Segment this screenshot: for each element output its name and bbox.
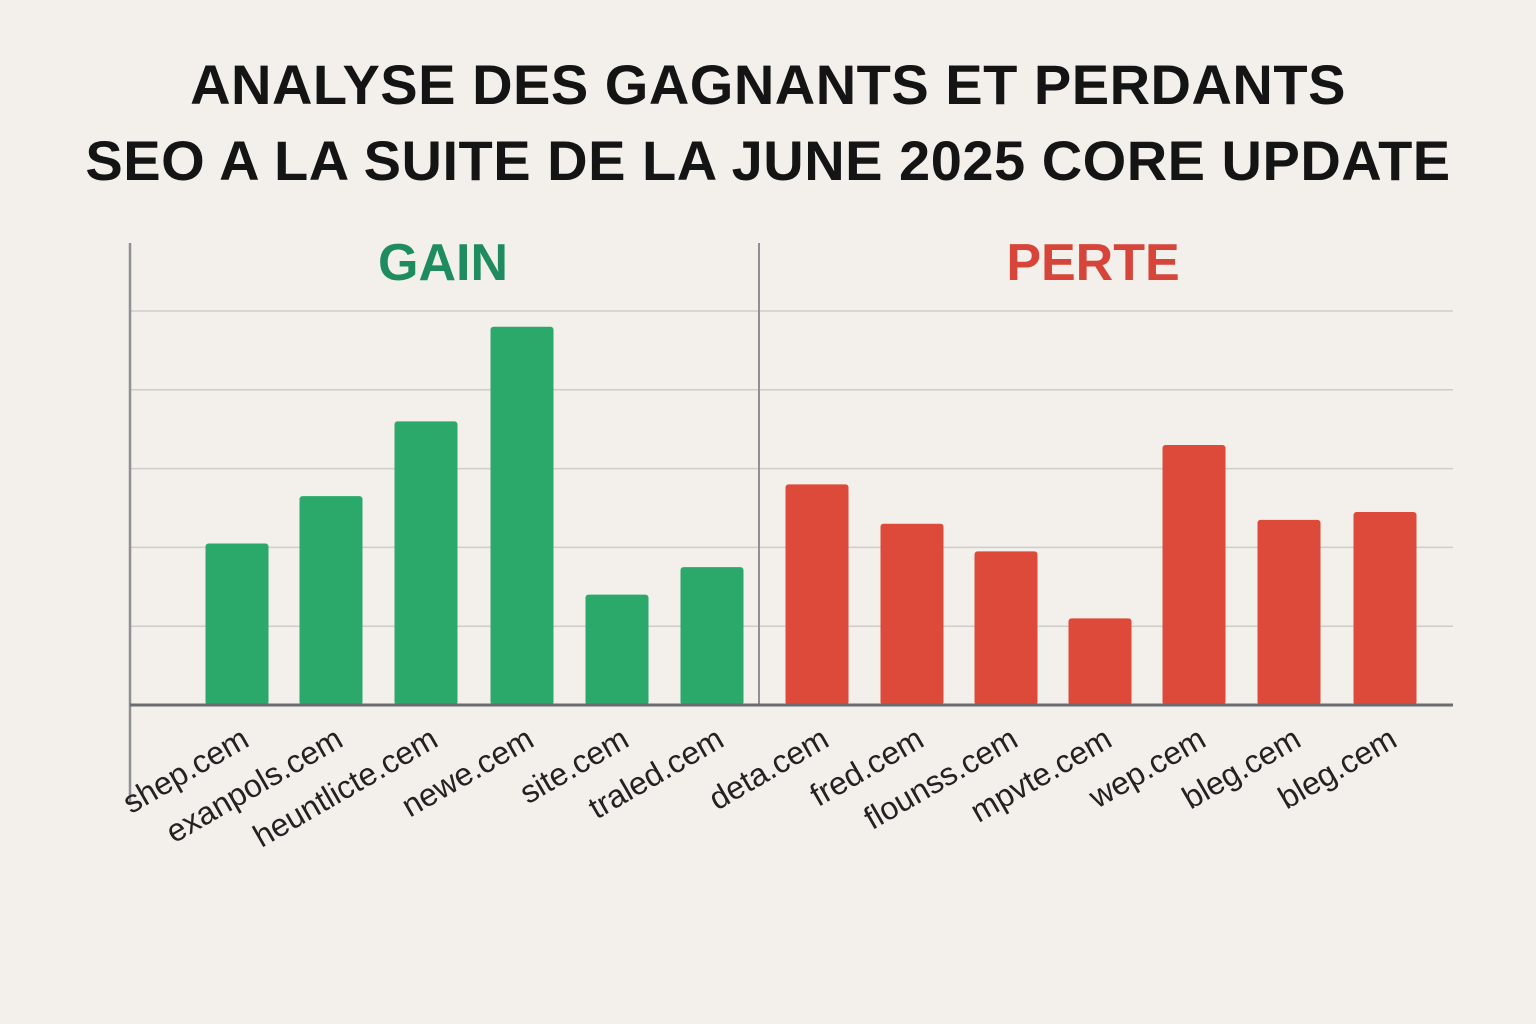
- bars: [205, 326, 1417, 705]
- gain-bar: [205, 543, 269, 705]
- perte-bar: [785, 484, 849, 705]
- perte-bar: [1068, 618, 1132, 705]
- gain-bar: [394, 421, 458, 705]
- chart-title-line-1: ANALYSE DES GAGNANTS ET PERDANTS: [190, 53, 1346, 116]
- gain-bar: [490, 326, 554, 705]
- perte-bar: [1162, 444, 1226, 705]
- perte-bar: [1257, 519, 1321, 705]
- perte-bar: [974, 551, 1038, 705]
- gain-bar: [299, 496, 363, 705]
- gain-section-label: GAIN: [378, 234, 508, 292]
- gain-bar: [585, 594, 649, 705]
- perte-section-label: PERTE: [1006, 234, 1179, 292]
- gain-bar: [680, 567, 744, 705]
- perte-bar: [1353, 511, 1417, 705]
- perte-bar: [880, 523, 944, 705]
- chart-title-line-2: SEO A LA SUITE DE LA JUNE 2025 CORE UPDA…: [85, 129, 1451, 192]
- x-tick-labels: shep.cemexanpols.cemheuntlicte.cemnewe.c…: [116, 720, 1402, 854]
